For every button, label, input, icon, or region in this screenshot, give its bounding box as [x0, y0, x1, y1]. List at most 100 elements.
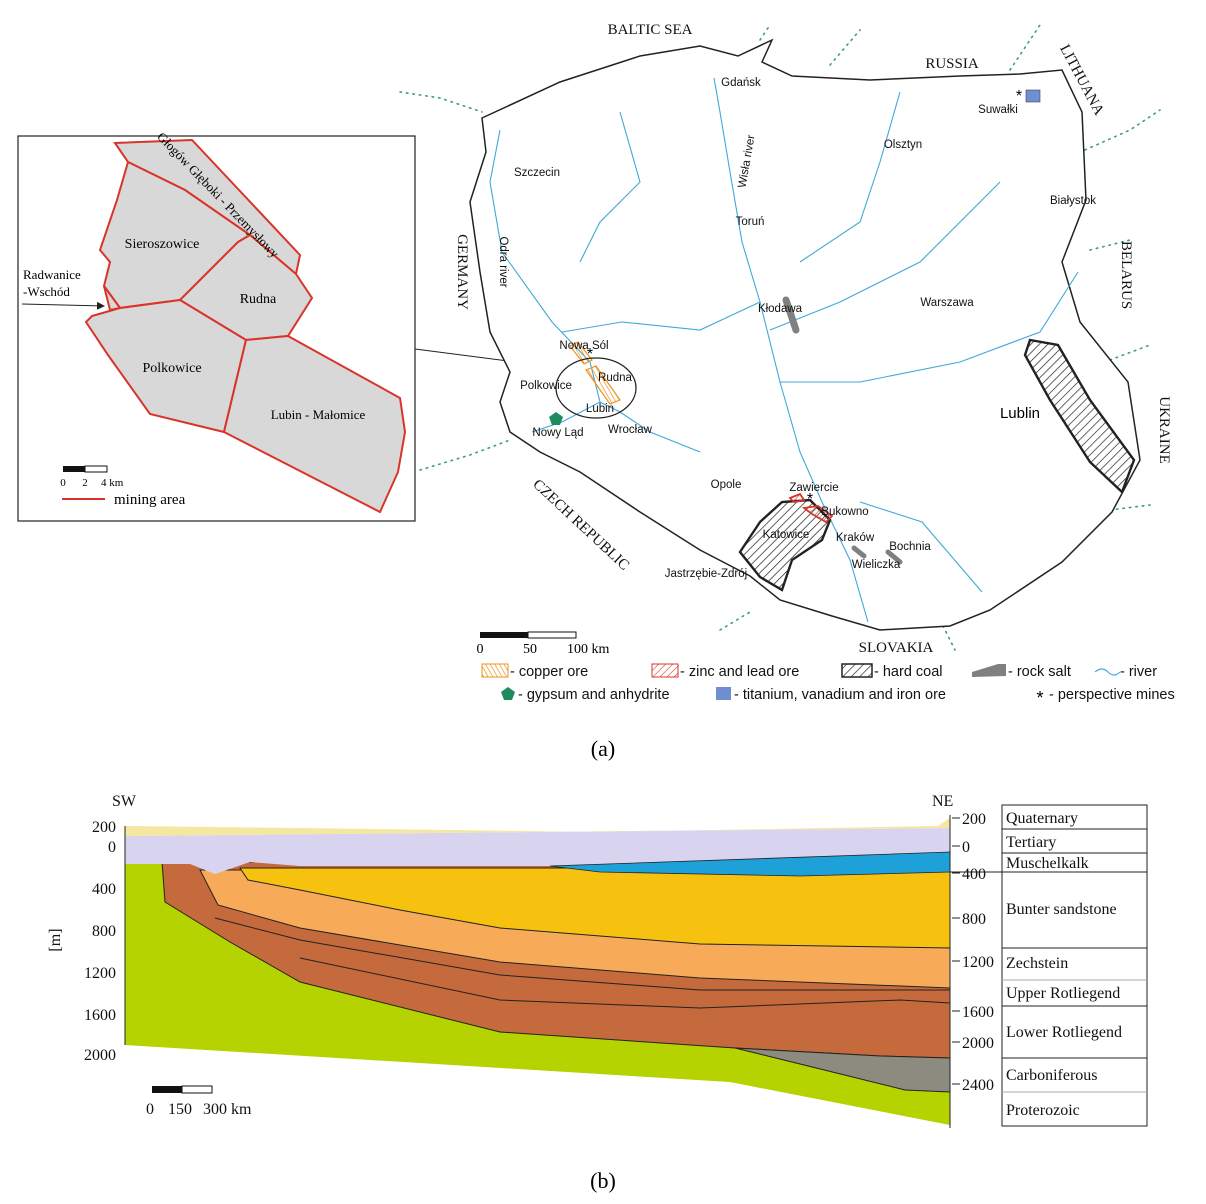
tick-label: 2000	[84, 1047, 116, 1064]
river	[561, 301, 761, 333]
scale-label: 50	[523, 642, 537, 657]
legend-swatch	[651, 663, 679, 678]
perspective-mine: *	[807, 491, 813, 508]
place-label: Opole	[711, 479, 742, 491]
place-label: Jastrzębie-Zdrój	[665, 568, 747, 580]
mining-district	[555, 357, 637, 419]
area-label: Sieroszowice	[125, 237, 200, 252]
strata-table	[950, 804, 1148, 1127]
place-label: Nowa Sól	[559, 340, 608, 352]
border	[759, 24, 861, 66]
place-label: Zawiercie	[789, 482, 838, 494]
scale-label: 150	[168, 1101, 192, 1118]
tick-label: 800	[962, 911, 986, 928]
tick-label: 2400	[962, 1077, 994, 1094]
legend-label: - copper ore	[510, 664, 588, 680]
border	[1084, 109, 1161, 151]
stratum-label: Lower Rotliegend	[1006, 1024, 1122, 1041]
river	[769, 181, 1001, 331]
stratum-label: Bunter sandstone	[1006, 901, 1117, 918]
place-label: Warszawa	[920, 297, 974, 309]
legend-swatch: *	[1036, 688, 1043, 708]
inset: Głogów Głęboki - Przemysłowy Sieroszowic…	[17, 129, 416, 522]
end-label: NE	[932, 793, 953, 810]
scale-bar	[152, 1086, 182, 1093]
legend-swatch	[841, 663, 873, 678]
border	[939, 619, 956, 651]
area-label: Lubin - Małomice	[271, 407, 366, 422]
place-label: Nowy Ląd	[532, 427, 583, 439]
scale-bar	[480, 632, 528, 638]
border	[1109, 344, 1151, 361]
layer-muschelkalk	[549, 851, 951, 877]
copper-ore	[585, 365, 621, 405]
tick-label: 1200	[962, 954, 994, 971]
hard-coal	[738, 498, 832, 592]
perspective-mine: *	[1016, 88, 1022, 105]
place-label: Rudna	[598, 372, 632, 384]
pointer-label: -Wschód	[23, 284, 70, 299]
river	[859, 501, 983, 593]
legend-label: - zinc and lead ore	[680, 664, 799, 680]
map: * * * BALTIC SEA RUSSIA LITHUANA BELARUS…	[399, 22, 1175, 708]
scale-label: 2	[82, 477, 88, 489]
legend-swatch	[716, 687, 731, 700]
place-label: Szczecin	[514, 167, 560, 179]
rock-salt	[782, 296, 800, 334]
place-label: Toruń	[736, 216, 765, 228]
tick-label: 1600	[84, 1007, 116, 1024]
border	[1089, 239, 1131, 251]
stratum-label: Tertiary	[1006, 834, 1056, 851]
legend-label: - hard coal	[874, 664, 943, 680]
panel-label: (b)	[590, 1168, 616, 1193]
place-label: Białystok	[1050, 195, 1096, 207]
river	[799, 91, 901, 263]
region-label: SLOVAKIA	[859, 640, 934, 656]
region-label: BELARUS	[1118, 241, 1134, 309]
tick-label: 800	[92, 923, 116, 940]
region-label: GERMANY	[454, 234, 470, 310]
scale-label: 4 km	[101, 477, 124, 489]
river	[489, 129, 601, 433]
place-label: Wieliczka	[852, 559, 901, 571]
legend-swatch	[1094, 668, 1121, 676]
scale-label: 300 km	[203, 1101, 252, 1118]
area-lubin	[222, 334, 407, 514]
legend-label: - river	[1120, 664, 1157, 680]
area-label: Rudna	[240, 292, 277, 307]
legend-label: mining area	[114, 492, 186, 508]
boundary	[214, 917, 950, 991]
region-label: UKRAINE	[1156, 396, 1172, 464]
scale-bar	[84, 465, 108, 473]
tick-label: 2000	[962, 1035, 994, 1052]
place-label: Polkowice	[520, 380, 572, 392]
border	[1009, 24, 1041, 71]
border	[719, 611, 751, 631]
place-label: Gdańsk	[721, 77, 761, 89]
layer-tertiary	[125, 828, 950, 874]
place-label: Wrocław	[608, 424, 653, 436]
legend-swatch	[481, 663, 509, 678]
table-frame	[1001, 804, 1148, 1127]
tick-label: 200	[962, 811, 986, 828]
stratum-label: Upper Rotliegend	[1006, 985, 1120, 1002]
poland-outline	[469, 38, 1141, 631]
cross-section: SW NE [m] 200 0 400 800 1200 1600 2000 2…	[47, 793, 1148, 1128]
stratum-label: Zechstein	[1006, 955, 1068, 972]
axis-title: [m]	[47, 928, 64, 951]
border	[1109, 504, 1151, 511]
zinc-lead-ore	[801, 505, 834, 524]
legend-label: - rock salt	[1008, 664, 1071, 680]
place-label: Lubin	[586, 403, 614, 415]
scale-label: 0	[477, 642, 484, 657]
boundary	[299, 957, 951, 1009]
pointer-arrow	[21, 301, 105, 310]
stratum-label: Carboniferous	[1006, 1067, 1098, 1084]
place-label: Lublin	[1000, 405, 1040, 422]
panel-label: (a)	[591, 736, 615, 761]
stratum-label: Proterozoic	[1006, 1102, 1080, 1119]
scale-label: 0	[60, 477, 66, 489]
place-label: Suwałki	[978, 104, 1018, 116]
region-label: BALTIC SEA	[608, 22, 693, 38]
